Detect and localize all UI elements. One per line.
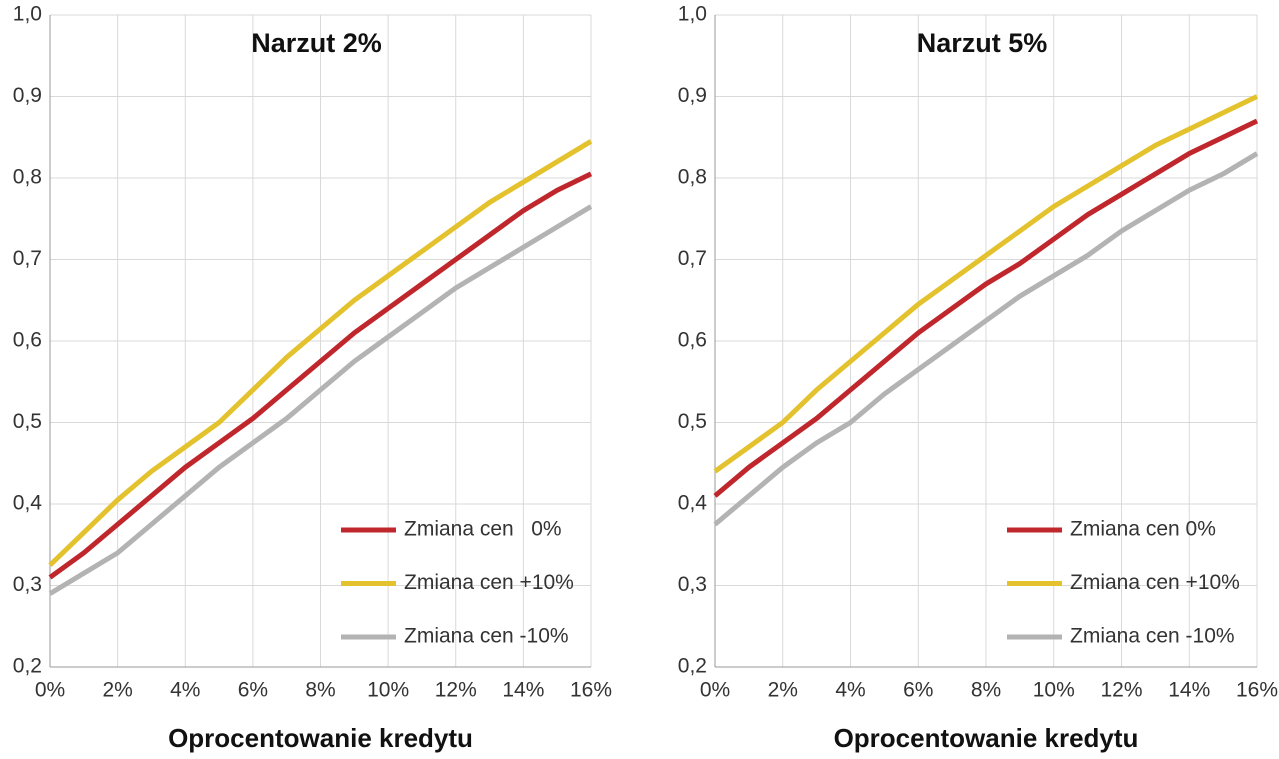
legend-label: Zmiana cen +10% bbox=[404, 571, 574, 594]
y-tick-label: 0,5 bbox=[678, 410, 707, 433]
series-line bbox=[48, 139, 593, 567]
y-tick-label: 0,3 bbox=[678, 573, 707, 596]
x-axis-label: Oprocentowanie kredytu bbox=[168, 723, 473, 753]
legend-label: Zmiana cen 0% bbox=[404, 518, 562, 541]
y-tick-label: 1,0 bbox=[13, 3, 42, 26]
x-tick-label: 8% bbox=[971, 679, 1001, 702]
y-tick-label: 0,8 bbox=[678, 166, 707, 189]
y-tick-label: 0,8 bbox=[13, 166, 42, 189]
legend-label: Zmiana cen -10% bbox=[404, 625, 569, 648]
legend-label: Zmiana cen -10% bbox=[1070, 625, 1235, 648]
chart-title: Narzut 2% bbox=[251, 28, 382, 58]
x-tick-label: 12% bbox=[435, 679, 477, 702]
x-tick-label: 10% bbox=[1033, 679, 1075, 702]
x-tick-label: 10% bbox=[367, 679, 409, 702]
y-tick-label: 0,9 bbox=[678, 84, 707, 107]
y-tick-label: 0,3 bbox=[13, 573, 42, 596]
y-tick-label: 0,2 bbox=[13, 655, 42, 678]
y-tick-label: 0,7 bbox=[678, 247, 707, 270]
y-tick-label: 0,4 bbox=[13, 492, 43, 515]
series-line bbox=[713, 151, 1259, 527]
y-tick-label: 0,9 bbox=[13, 84, 42, 107]
x-tick-label: 12% bbox=[1100, 679, 1142, 702]
legend-label: Zmiana cen +10% bbox=[1070, 571, 1240, 594]
y-tick-label: 0,6 bbox=[13, 329, 42, 352]
chart-title: Narzut 5% bbox=[917, 28, 1048, 58]
x-tick-label: 6% bbox=[903, 679, 933, 702]
x-tick-label: 14% bbox=[1168, 679, 1210, 702]
y-tick-label: 1,0 bbox=[678, 3, 707, 26]
y-tick-label: 0,4 bbox=[678, 492, 708, 515]
series-line bbox=[48, 171, 593, 580]
x-tick-label: 14% bbox=[502, 679, 544, 702]
y-tick-label: 0,2 bbox=[678, 655, 707, 678]
x-tick-label: 0% bbox=[700, 679, 730, 702]
y-tick-label: 0,6 bbox=[678, 329, 707, 352]
x-tick-label: 2% bbox=[768, 679, 798, 702]
x-tick-label: 2% bbox=[102, 679, 132, 702]
x-axis-label: Oprocentowanie kredytu bbox=[834, 723, 1139, 753]
y-tick-label: 0,5 bbox=[13, 410, 42, 433]
series-line bbox=[48, 204, 593, 596]
x-tick-label: 16% bbox=[570, 679, 612, 702]
x-tick-label: 0% bbox=[35, 679, 65, 702]
x-tick-label: 4% bbox=[170, 679, 200, 702]
series-line bbox=[713, 118, 1259, 498]
series-line bbox=[713, 94, 1259, 474]
x-tick-label: 6% bbox=[238, 679, 268, 702]
legend-label: Zmiana cen 0% bbox=[1070, 518, 1216, 541]
y-tick-label: 0,7 bbox=[13, 247, 42, 270]
x-tick-label: 4% bbox=[835, 679, 865, 702]
x-tick-label: 8% bbox=[305, 679, 335, 702]
x-tick-label: 16% bbox=[1236, 679, 1278, 702]
